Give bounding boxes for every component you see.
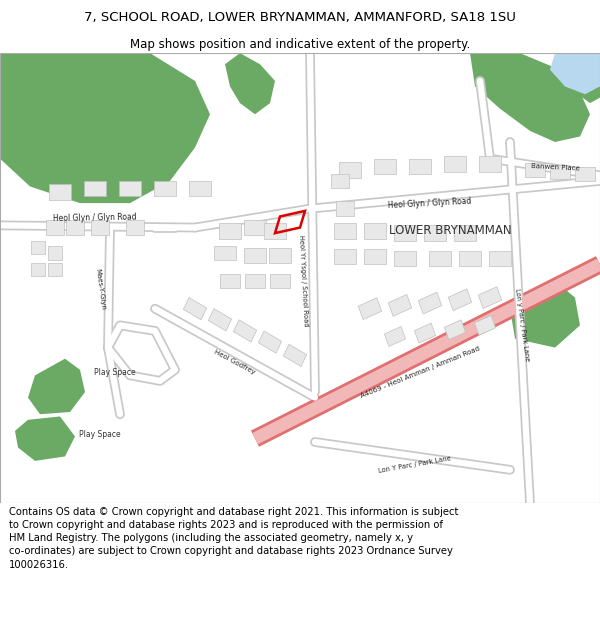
Bar	[336, 201, 354, 216]
Bar	[245, 274, 265, 288]
Bar	[208, 309, 232, 331]
Polygon shape	[572, 53, 600, 103]
Bar	[415, 323, 436, 343]
Bar	[385, 326, 406, 346]
Bar	[429, 251, 451, 266]
Bar	[478, 287, 502, 308]
Bar	[575, 167, 595, 181]
Bar	[244, 220, 266, 236]
Text: Banwen Place: Banwen Place	[530, 163, 580, 172]
Bar	[31, 241, 45, 254]
Polygon shape	[550, 53, 600, 94]
Bar	[394, 226, 416, 241]
Bar	[479, 156, 501, 172]
Text: Maes-Y-Glyn: Maes-Y-Glyn	[94, 269, 106, 311]
Bar	[264, 223, 286, 239]
Bar	[49, 184, 71, 200]
Text: Heol Glyn / Glyn Road: Heol Glyn / Glyn Road	[53, 213, 137, 222]
Bar	[119, 181, 141, 196]
Bar	[233, 320, 257, 342]
Text: Heol Glyn / Glyn Road: Heol Glyn / Glyn Road	[388, 196, 472, 210]
Bar	[525, 162, 545, 177]
Bar	[374, 159, 396, 174]
Bar	[394, 251, 416, 266]
Text: Heol Godfrey: Heol Godfrey	[214, 349, 257, 376]
Bar	[331, 174, 349, 188]
Bar	[448, 289, 472, 311]
Polygon shape	[510, 281, 580, 348]
Polygon shape	[0, 53, 210, 203]
Bar	[444, 156, 466, 172]
Bar	[220, 274, 240, 288]
Polygon shape	[470, 53, 590, 142]
Text: LOWER BRYNAMMAN: LOWER BRYNAMMAN	[389, 224, 511, 238]
Bar	[445, 320, 466, 340]
Bar	[219, 223, 241, 239]
Bar	[364, 249, 386, 264]
Bar	[339, 162, 361, 177]
Text: A4069 - Heol Amman / Amman Road: A4069 - Heol Amman / Amman Road	[359, 345, 481, 399]
Polygon shape	[28, 359, 85, 414]
Text: Lon Y Parc / Park Lane: Lon Y Parc / Park Lane	[378, 455, 452, 474]
Text: Map shows position and indicative extent of the property.: Map shows position and indicative extent…	[130, 38, 470, 51]
Polygon shape	[15, 416, 75, 461]
Text: 7, SCHOOL ROAD, LOWER BRYNAMMAN, AMMANFORD, SA18 1SU: 7, SCHOOL ROAD, LOWER BRYNAMMAN, AMMANFO…	[84, 11, 516, 24]
Bar	[550, 165, 570, 179]
Bar	[475, 316, 496, 335]
Bar	[418, 292, 442, 314]
Bar	[459, 251, 481, 266]
Bar	[154, 181, 176, 196]
Text: Lon y Parc / Park Lane: Lon y Parc / Park Lane	[514, 289, 530, 362]
Bar	[48, 263, 62, 276]
Bar	[388, 294, 412, 316]
Bar	[48, 246, 62, 260]
Bar	[364, 223, 386, 239]
Bar	[334, 223, 356, 239]
Bar	[269, 248, 291, 262]
Bar	[283, 344, 307, 366]
Bar	[31, 263, 45, 276]
Bar	[454, 226, 476, 241]
Bar	[46, 220, 64, 236]
Bar	[66, 220, 84, 236]
Text: Contains OS data © Crown copyright and database right 2021. This information is : Contains OS data © Crown copyright and d…	[9, 507, 458, 569]
Bar	[424, 226, 446, 241]
Bar	[84, 181, 106, 196]
Bar	[214, 246, 236, 261]
Bar	[91, 220, 109, 236]
Bar	[270, 274, 290, 288]
Bar	[334, 249, 356, 264]
Bar	[184, 298, 206, 320]
Bar	[126, 220, 144, 236]
Bar	[244, 248, 266, 262]
Bar	[409, 159, 431, 174]
Text: Play Space: Play Space	[94, 368, 136, 376]
Text: Play Space: Play Space	[79, 430, 121, 439]
Bar	[358, 298, 382, 319]
Bar	[259, 331, 281, 353]
Text: Heol Yr Ysgol / School Road: Heol Yr Ysgol / School Road	[298, 235, 308, 327]
Bar	[189, 181, 211, 196]
Bar	[489, 251, 511, 266]
Polygon shape	[225, 53, 275, 114]
